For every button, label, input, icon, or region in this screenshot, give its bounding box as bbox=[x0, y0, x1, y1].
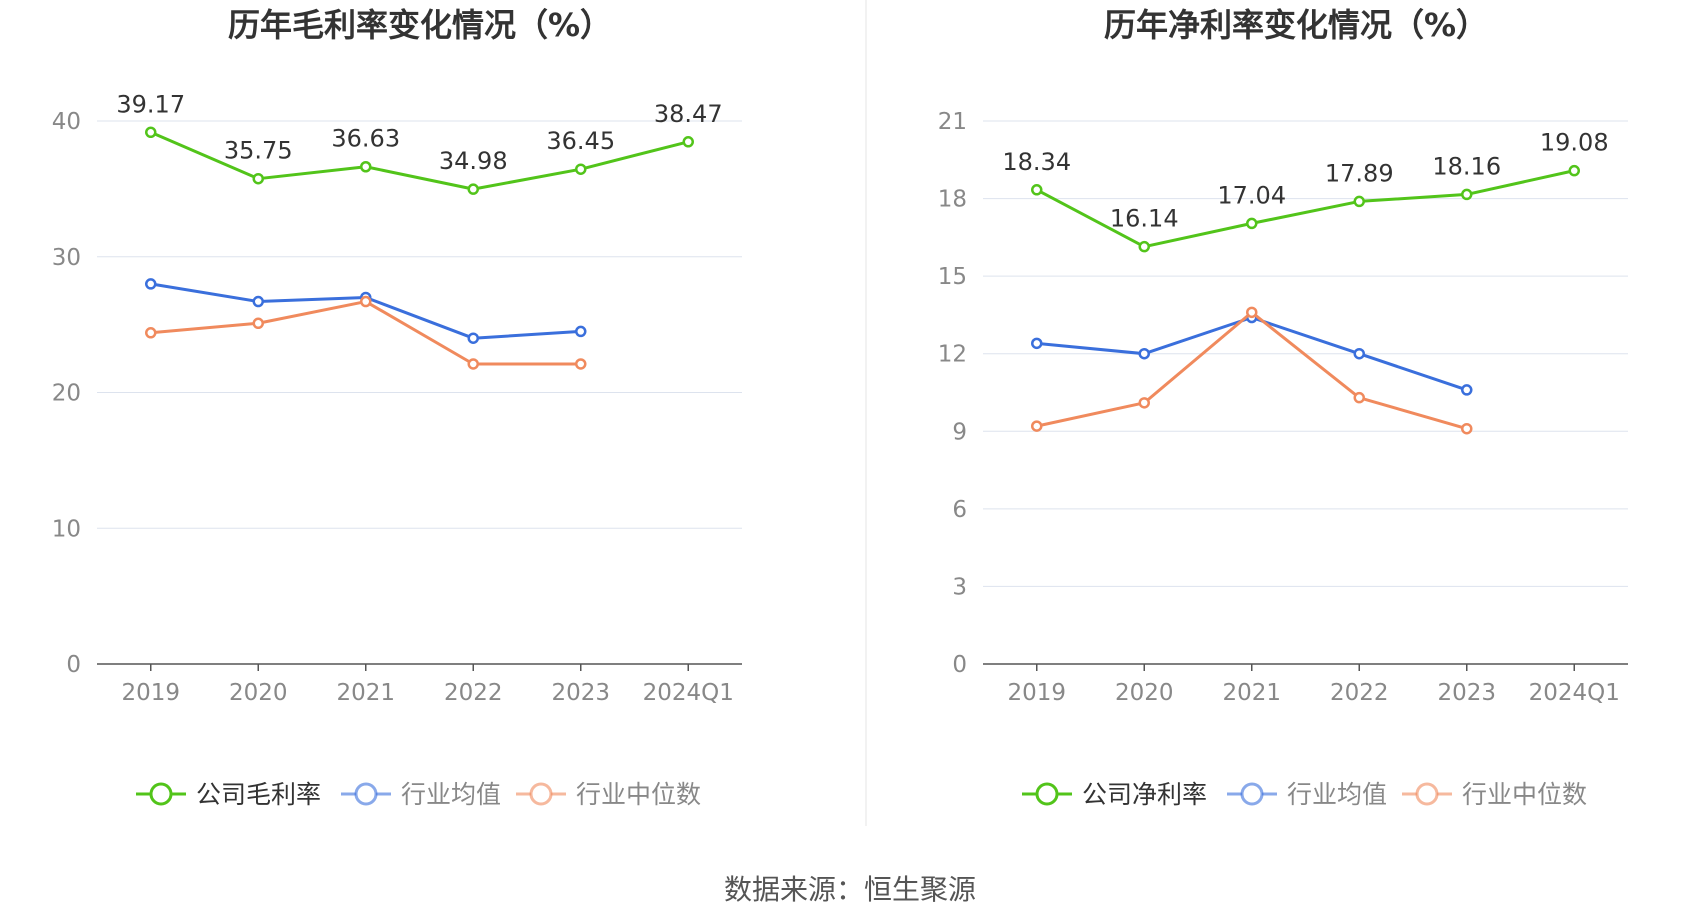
chart2-point-industry_median bbox=[1138, 397, 1150, 409]
chart2-legend-swatch-marker bbox=[1240, 782, 1264, 806]
chart1-series-line-company bbox=[150, 130, 689, 191]
chart1-series-line-industry_median bbox=[150, 300, 581, 366]
chart1-y-tick-label: 30 bbox=[52, 245, 81, 271]
chart2-data-label: 18.34 bbox=[1002, 148, 1071, 176]
chart2-data-label: 19.08 bbox=[1540, 129, 1609, 157]
chart2-legend-label[interactable]: 公司净利率 bbox=[1082, 780, 1207, 809]
chart2-y-tick-label: 12 bbox=[938, 342, 967, 368]
chart2-point-industry_median bbox=[1246, 306, 1258, 319]
chart2-legend-swatch-marker bbox=[1415, 782, 1439, 806]
chart1-data-label: 36.63 bbox=[331, 125, 400, 153]
chart1-data-label: 34.98 bbox=[439, 147, 508, 175]
chart1-point-company bbox=[360, 160, 372, 173]
chart2-x-tick-label: 2019 bbox=[1007, 680, 1066, 706]
chart1-point-industry_avg bbox=[145, 278, 157, 290]
chart2-data-label: 17.04 bbox=[1217, 181, 1286, 209]
chart1-x-tick-label: 2024Q1 bbox=[643, 680, 734, 706]
chart2-point-industry_avg bbox=[1461, 384, 1473, 396]
chart1-y-tick-label: 40 bbox=[52, 109, 81, 135]
chart1-point-company bbox=[145, 126, 157, 139]
chart2-y-tick-label: 21 bbox=[938, 109, 967, 135]
chart1-point-company bbox=[252, 172, 264, 185]
chart1-legend-swatch-marker bbox=[529, 782, 553, 806]
chart1-point-company bbox=[575, 163, 587, 175]
chart1-legend-label[interactable]: 公司毛利率 bbox=[196, 780, 321, 809]
chart2-y-tick-label: 0 bbox=[952, 652, 967, 678]
chart2-legend-label[interactable]: 行业均值 bbox=[1287, 780, 1387, 809]
chart1-point-industry_avg bbox=[575, 325, 587, 338]
chart2-point-company bbox=[1031, 184, 1043, 196]
chart2-point-company bbox=[1461, 188, 1473, 201]
chart1-data-label: 36.45 bbox=[546, 127, 615, 155]
chart1-y-tick-label: 20 bbox=[52, 381, 81, 407]
chart2-title: 历年净利率变化情况（%） bbox=[1104, 6, 1488, 44]
chart1-point-industry_median bbox=[575, 358, 587, 370]
chart1-x-tick-label: 2022 bbox=[444, 680, 503, 706]
chart2-y-tick-label: 3 bbox=[952, 574, 967, 600]
chart2-data-label: 17.89 bbox=[1325, 159, 1394, 187]
chart2-series-line-company bbox=[1036, 169, 1575, 249]
chart1-legend-swatch-marker bbox=[149, 782, 173, 806]
chart1-x-tick-label: 2019 bbox=[121, 680, 180, 706]
chart2-x-tick-label: 2020 bbox=[1115, 680, 1174, 706]
chart1-x-tick-label: 2020 bbox=[229, 680, 288, 706]
chart2-x-tick-label: 2021 bbox=[1222, 680, 1281, 706]
chart1-point-company bbox=[467, 183, 479, 195]
data-source-note: 数据来源：恒生聚源 bbox=[723, 873, 976, 906]
chart2-point-company bbox=[1353, 195, 1365, 208]
chart1-title: 历年毛利率变化情况（%） bbox=[228, 6, 612, 44]
chart2-point-industry_avg bbox=[1138, 347, 1150, 360]
chart1-legend-swatch-marker bbox=[354, 782, 378, 806]
chart2-point-industry_avg bbox=[1353, 347, 1365, 360]
chart1-data-label: 38.47 bbox=[654, 100, 723, 128]
chart1-x-tick-label: 2023 bbox=[551, 680, 610, 706]
chart2-y-tick-label: 15 bbox=[938, 264, 967, 290]
chart2-point-company bbox=[1568, 164, 1580, 177]
chart1-point-company bbox=[682, 136, 694, 148]
chart2-y-tick-label: 9 bbox=[952, 419, 967, 445]
chart1-y-tick-label: 0 bbox=[66, 652, 81, 678]
chart2-legend-swatch-marker bbox=[1035, 782, 1059, 806]
chart1-legend-label[interactable]: 行业中位数 bbox=[576, 780, 701, 809]
chart1-y-tick-label: 10 bbox=[52, 516, 81, 542]
chart1-point-industry_avg bbox=[467, 332, 479, 344]
chart2-point-company bbox=[1246, 217, 1258, 230]
chart2-x-tick-label: 2023 bbox=[1437, 680, 1496, 706]
chart2-point-industry_median bbox=[1031, 420, 1043, 432]
chart2-data-label: 16.14 bbox=[1110, 205, 1179, 233]
chart1-point-industry_median bbox=[360, 295, 372, 308]
chart2-point-company bbox=[1138, 240, 1150, 253]
chart1-point-industry_median bbox=[252, 317, 264, 330]
chart1-data-label: 35.75 bbox=[224, 137, 293, 165]
chart1-legend-label[interactable]: 行业均值 bbox=[401, 780, 501, 809]
chart1-x-tick-label: 2021 bbox=[336, 680, 395, 706]
chart1-point-industry_median bbox=[145, 327, 157, 339]
chart2-point-industry_median bbox=[1353, 391, 1365, 404]
chart1-point-industry_avg bbox=[252, 295, 264, 308]
chart2-point-industry_avg bbox=[1031, 337, 1043, 350]
chart2-x-tick-label: 2022 bbox=[1330, 680, 1389, 706]
chart2-series-line-industry_median bbox=[1036, 310, 1468, 431]
chart2-y-tick-label: 18 bbox=[938, 187, 967, 213]
chart1-data-label: 39.17 bbox=[116, 90, 185, 118]
chart2-point-industry_median bbox=[1461, 422, 1473, 435]
chart2-y-tick-label: 6 bbox=[952, 497, 967, 523]
chart1-point-industry_median bbox=[467, 358, 479, 370]
chart2-data-label: 18.16 bbox=[1432, 152, 1501, 180]
chart2-x-tick-label: 2024Q1 bbox=[1529, 680, 1620, 706]
chart2-legend-label[interactable]: 行业中位数 bbox=[1462, 780, 1587, 809]
